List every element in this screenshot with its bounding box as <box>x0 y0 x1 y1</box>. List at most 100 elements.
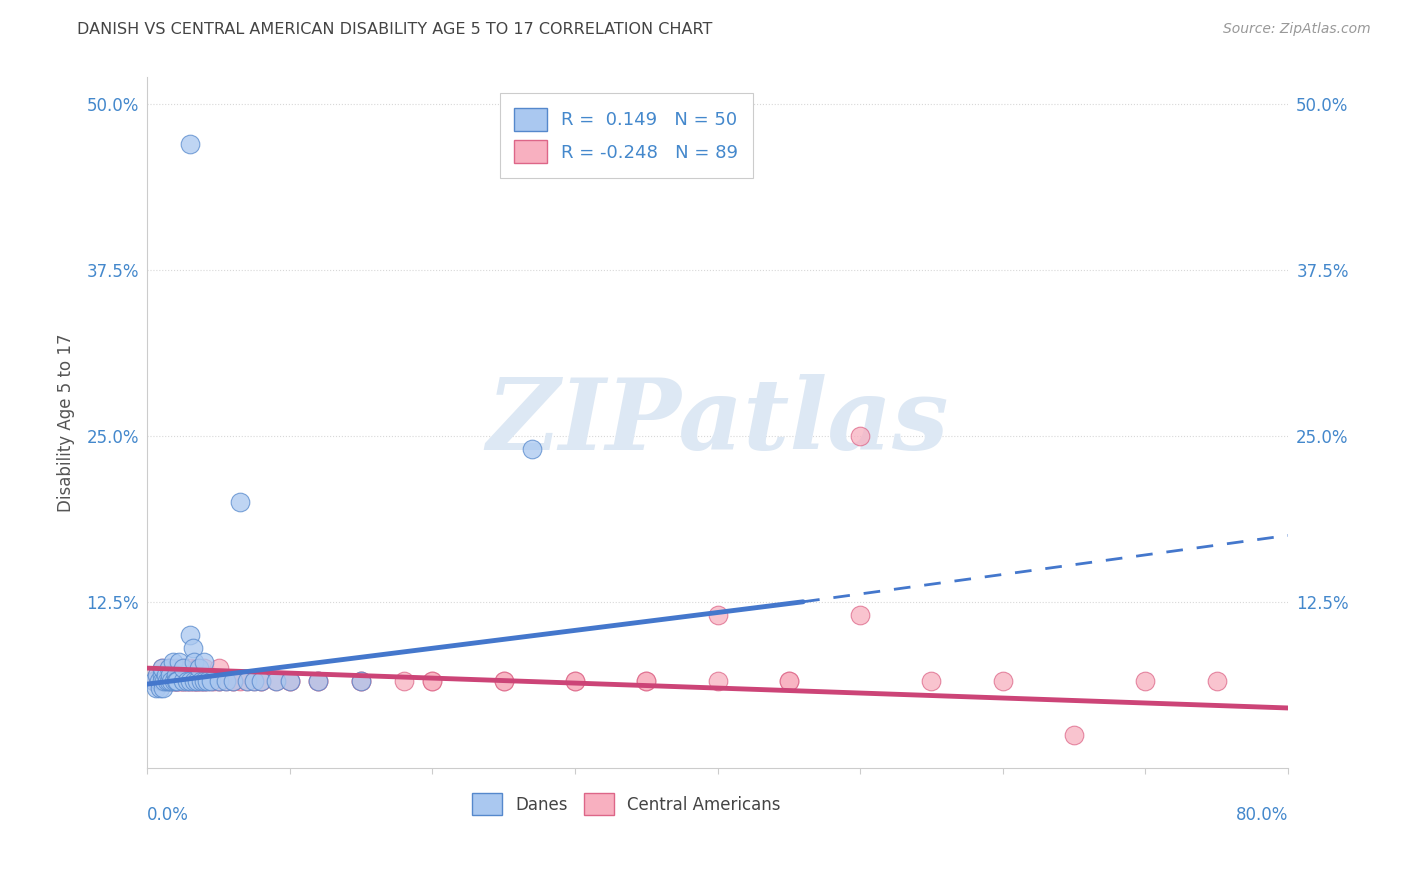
Point <box>156 674 179 689</box>
Point <box>849 608 872 623</box>
Point <box>163 674 186 689</box>
Point <box>160 674 183 689</box>
Point <box>350 674 373 689</box>
Point <box>991 674 1014 689</box>
Point <box>143 674 166 689</box>
Point <box>190 674 212 689</box>
Point <box>176 674 198 689</box>
Point <box>778 674 800 689</box>
Point <box>392 674 415 689</box>
Point <box>167 655 190 669</box>
Point <box>188 674 211 689</box>
Point <box>278 674 301 689</box>
Point <box>155 667 177 681</box>
Point <box>1135 674 1157 689</box>
Point <box>193 674 215 689</box>
Point <box>179 136 201 151</box>
Point <box>229 674 252 689</box>
Point <box>181 674 204 689</box>
Point <box>179 674 201 689</box>
Legend: Danes, Central Americans: Danes, Central Americans <box>465 787 787 822</box>
Point <box>193 674 215 689</box>
Point <box>215 674 238 689</box>
Point <box>1205 674 1227 689</box>
Point <box>250 674 273 689</box>
Point <box>165 674 187 689</box>
Point <box>150 661 173 675</box>
Text: 0.0%: 0.0% <box>148 805 190 823</box>
Point <box>229 495 252 509</box>
Point <box>222 674 245 689</box>
Point <box>167 674 190 689</box>
Point <box>174 674 197 689</box>
Point <box>157 661 180 675</box>
Point <box>153 674 176 689</box>
Point <box>157 674 180 689</box>
Point <box>162 667 184 681</box>
Point <box>183 674 205 689</box>
Point <box>153 674 176 689</box>
Point <box>145 674 167 689</box>
Point <box>186 674 208 689</box>
Point <box>920 674 942 689</box>
Point <box>184 674 207 689</box>
Point <box>160 674 183 689</box>
Point <box>152 681 174 695</box>
Point <box>172 661 194 675</box>
Point <box>146 667 169 681</box>
Point <box>422 674 444 689</box>
Point <box>636 674 658 689</box>
Point <box>146 667 169 681</box>
Point <box>183 655 205 669</box>
Text: DANISH VS CENTRAL AMERICAN DISABILITY AGE 5 TO 17 CORRELATION CHART: DANISH VS CENTRAL AMERICAN DISABILITY AG… <box>77 22 713 37</box>
Point <box>193 674 215 689</box>
Point <box>186 674 208 689</box>
Point <box>163 674 186 689</box>
Point <box>166 674 188 689</box>
Point <box>165 661 187 675</box>
Point <box>186 661 208 675</box>
Point <box>143 674 166 689</box>
Point <box>236 674 259 689</box>
Point <box>422 674 444 689</box>
Point <box>706 608 728 623</box>
Point <box>165 667 187 681</box>
Point <box>152 674 174 689</box>
Point <box>350 674 373 689</box>
Point <box>1063 727 1085 741</box>
Point <box>264 674 287 689</box>
Point <box>150 674 173 689</box>
Point <box>179 674 201 689</box>
Point <box>492 674 515 689</box>
Point <box>250 674 273 689</box>
Point <box>222 674 245 689</box>
Point <box>159 674 181 689</box>
Point <box>148 674 170 689</box>
Point <box>148 674 170 689</box>
Point <box>179 628 201 642</box>
Point <box>166 674 188 689</box>
Point <box>150 674 173 689</box>
Point <box>165 674 187 689</box>
Text: Source: ZipAtlas.com: Source: ZipAtlas.com <box>1223 22 1371 37</box>
Point <box>186 674 208 689</box>
Point <box>207 661 229 675</box>
Point <box>149 681 172 695</box>
Point <box>169 667 191 681</box>
Point <box>278 674 301 689</box>
Point <box>156 674 179 689</box>
Point <box>307 674 329 689</box>
Point <box>159 667 181 681</box>
Point <box>236 674 259 689</box>
Point <box>215 674 238 689</box>
Point <box>162 655 184 669</box>
Point <box>183 674 205 689</box>
Point <box>492 674 515 689</box>
Point <box>155 667 177 681</box>
Point <box>307 674 329 689</box>
Point <box>193 655 215 669</box>
Point <box>150 674 173 689</box>
Point <box>636 674 658 689</box>
Point <box>200 674 222 689</box>
Point <box>172 661 194 675</box>
